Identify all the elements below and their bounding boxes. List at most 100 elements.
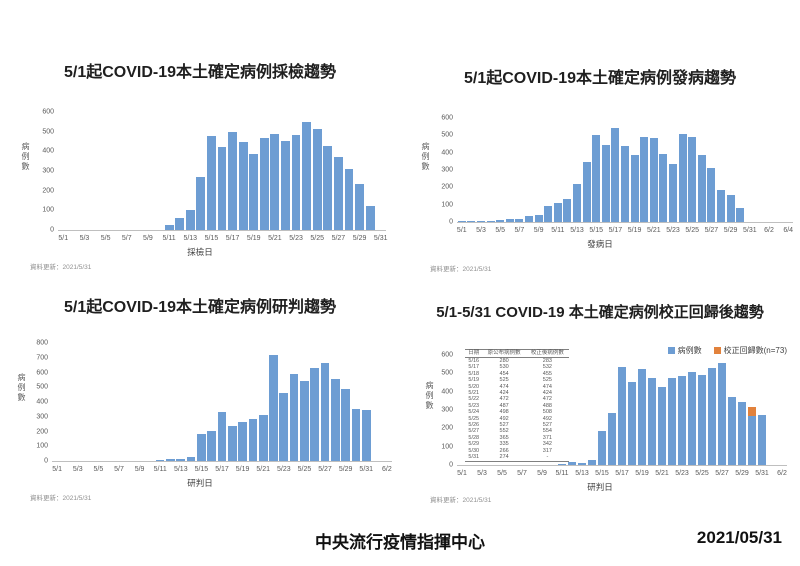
x-tick-label: 5/23	[666, 227, 680, 234]
x-tick-label: 5/19	[246, 235, 261, 242]
chart-panel-judgment-trend: 5/1起COVID-19本土確定病例研判趨勢 病例數 0 100 200 300 400…	[0, 283, 400, 520]
bar-5/27	[707, 167, 716, 222]
bar-5/25	[312, 129, 322, 230]
bar-5/21	[270, 134, 280, 230]
x-tick-label: 5/29	[735, 470, 749, 477]
bar-5/20	[259, 137, 269, 230]
bar-5/11	[155, 459, 165, 461]
x-tick-label: 5/3	[72, 466, 83, 473]
y-tick-label: 100	[441, 443, 453, 451]
bar-5/24	[678, 133, 687, 222]
x-tick-label: 5/25	[695, 470, 709, 477]
bar-5/3	[476, 220, 486, 222]
x-tick-label: 5/9	[143, 235, 153, 242]
table-row: 5/18 454 455	[465, 371, 569, 377]
bar-5/16	[207, 430, 216, 461]
table-cell: 5/16	[468, 358, 480, 364]
bar-5/17	[217, 411, 227, 461]
y-tick-label: 100	[36, 442, 48, 450]
x-tick-label: 5/9	[134, 466, 145, 473]
table-cell: 454	[499, 370, 509, 377]
bar-5/24	[687, 371, 697, 465]
x-tick-label: 5/3	[79, 235, 90, 242]
table-cell: -	[525, 454, 569, 462]
table-cell: 274	[482, 454, 526, 462]
bar-5/6	[505, 218, 514, 222]
table-cell: 5/19	[468, 377, 480, 384]
x-tick-label: 5/3	[477, 470, 487, 477]
bar-5/29	[355, 183, 364, 230]
bar-5/12	[175, 217, 185, 230]
x-tick-label: 5/7	[121, 235, 132, 242]
y-tick-label: 300	[441, 406, 453, 414]
x-tick-label: 5/13	[183, 235, 198, 242]
table-row: 5/17 530 532	[465, 364, 569, 370]
bar-5/7	[515, 218, 524, 222]
bar-5/14	[196, 176, 206, 230]
legend-swatch-icon	[713, 347, 721, 354]
bar-5/30	[351, 408, 361, 461]
bar-5/13	[185, 209, 195, 230]
bar-5/4	[486, 221, 495, 222]
bar-5/15	[197, 433, 206, 461]
table-header-cell: 日期	[465, 349, 483, 358]
bar-5/11	[557, 463, 567, 465]
bar-5/18	[620, 146, 630, 222]
bar-5/25	[697, 374, 707, 465]
bar-5/28	[716, 190, 726, 222]
y-tick-label: 0	[50, 226, 54, 234]
bar-5/16	[601, 144, 610, 222]
bar-5/24	[289, 373, 299, 461]
table-cell: 5/20	[468, 383, 480, 390]
bar-5/13	[176, 459, 186, 461]
chart-title: 5/1起COVID-19本土確定病例採檢趨勢	[63, 64, 337, 81]
table-cell: 474	[499, 383, 509, 390]
x-tick-label: 5/13	[570, 227, 584, 234]
bar-5/24	[302, 121, 312, 230]
bar-5/23	[279, 393, 289, 461]
y-tick-label: 200	[441, 424, 453, 432]
x-axis-label: 發病日	[587, 239, 613, 249]
table-cell: 487	[499, 402, 509, 409]
bar-5/15	[597, 431, 607, 465]
table-cell: 5/28	[468, 434, 480, 441]
bar-5/10	[544, 205, 553, 222]
table-cell: 424	[542, 390, 552, 397]
x-tick-label: 5/1	[456, 227, 467, 234]
bar-5/9	[534, 214, 543, 222]
x-tick-label: 5/3	[476, 227, 486, 234]
bar-5/8	[524, 216, 534, 222]
slide-chart-grid: 5/1起COVID-19本土確定病例採檢趨勢 病例數 0 100 200 300 400…	[0, 64, 793, 520]
table-row: 5/23 487 488	[465, 403, 569, 409]
x-tick-label: 5/5	[497, 470, 507, 477]
x-tick-label: 5/11	[555, 470, 569, 477]
y-tick-label: 700	[36, 354, 48, 362]
x-axis-label: 研判日	[187, 478, 213, 488]
y-tick-label: 300	[42, 167, 54, 175]
bar-5/1	[457, 220, 466, 222]
x-tick-label: 5/23	[277, 466, 291, 473]
bar-5/2	[467, 221, 476, 222]
x-tick-label: 5/15	[595, 470, 609, 477]
y-tick-label: 500	[36, 383, 48, 391]
bar-5/5	[496, 220, 505, 222]
x-tick-label: 5/15	[589, 227, 603, 234]
x-tick-label: 5/13	[173, 466, 188, 473]
table-cell: 525	[542, 377, 552, 384]
y-tick-label: 0	[449, 218, 453, 226]
y-tick-label: 0	[44, 457, 48, 465]
table-row: 5/29 335 342	[465, 441, 569, 447]
y-axis-label: 病例數	[425, 381, 434, 411]
x-tick-label: 5/19	[627, 227, 642, 234]
data-updated-note: 資料更新：2021/5/31	[30, 495, 92, 502]
y-tick-label: 800	[36, 339, 48, 347]
bar-5/22	[281, 140, 290, 230]
x-tick-label: 5/9	[533, 227, 544, 234]
bar-5/26	[310, 367, 320, 461]
x-tick-label: 5/25	[685, 227, 699, 234]
bar-5/19	[238, 421, 247, 461]
x-tick-label: 5/17	[608, 227, 623, 234]
y-axis-label: 病例數	[21, 142, 30, 172]
x-tick-label: 5/27	[715, 470, 729, 477]
bar-5/25	[300, 381, 309, 461]
